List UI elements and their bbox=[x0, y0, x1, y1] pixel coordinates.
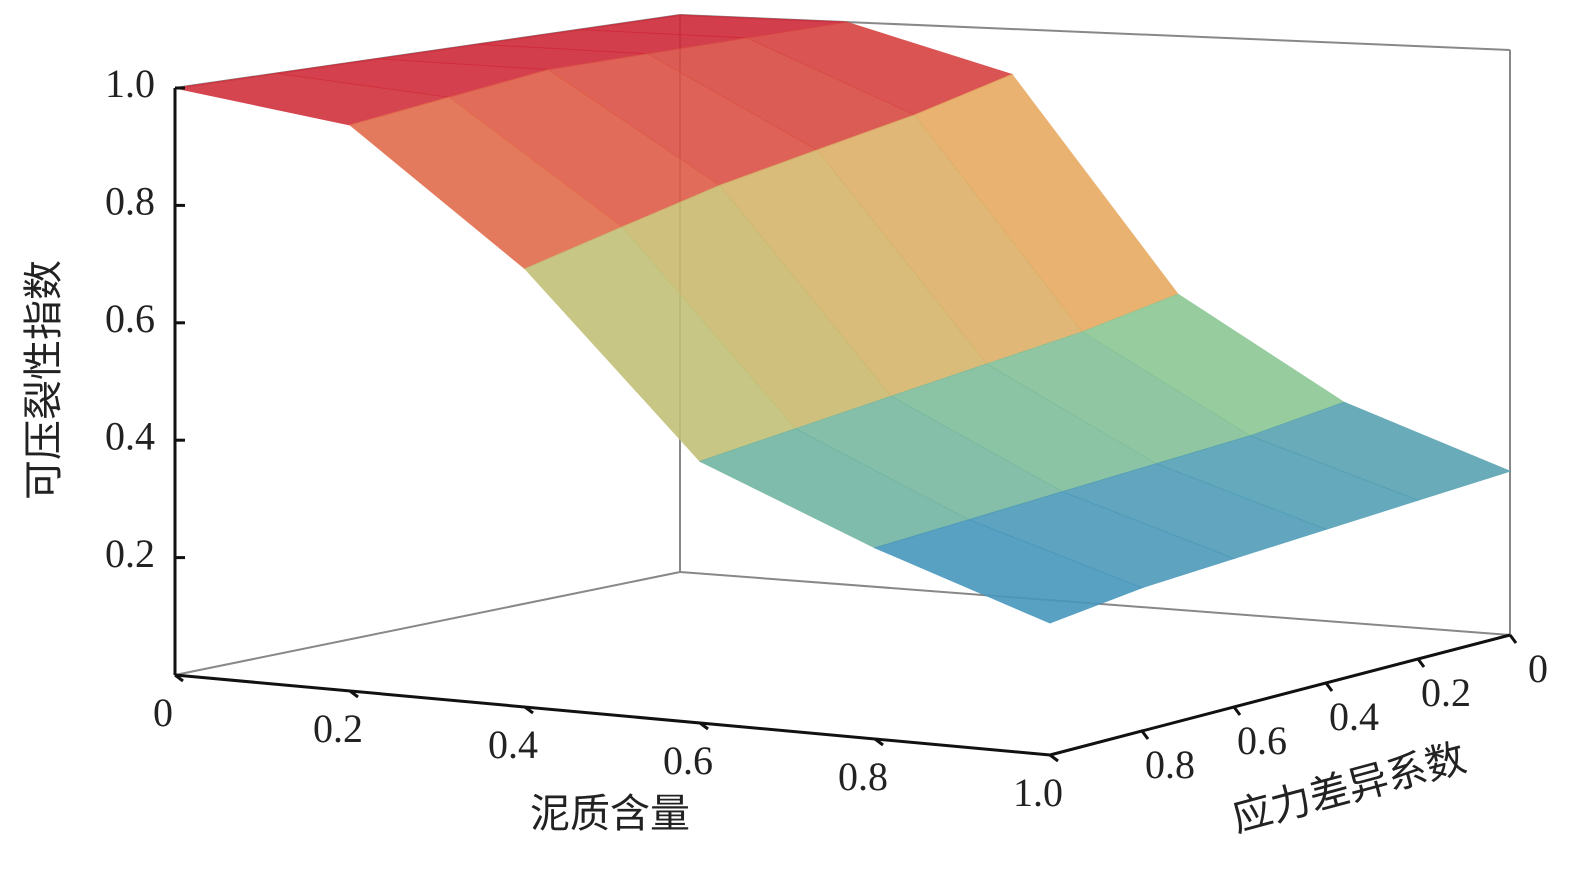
y-tick-label: 0.8 bbox=[1145, 742, 1195, 787]
x-axis bbox=[174, 673, 1051, 757]
y-tick bbox=[1140, 730, 1150, 740]
y-tick-label: 0.6 bbox=[1237, 718, 1287, 763]
z-tick-label: 0.4 bbox=[105, 413, 155, 458]
surface-cell bbox=[873, 519, 1144, 624]
x-tick bbox=[699, 721, 709, 731]
x-tick-label: 0.8 bbox=[838, 754, 888, 799]
y-tick bbox=[1416, 658, 1426, 668]
y-tick bbox=[1232, 706, 1242, 716]
x-tick-label: 0.6 bbox=[663, 738, 713, 783]
z-tick-label: 1.0 bbox=[105, 61, 155, 106]
y-tick bbox=[1508, 634, 1518, 644]
x-tick-label: 1.0 bbox=[1013, 770, 1063, 815]
y-tick-label: 0.4 bbox=[1329, 694, 1379, 739]
x-tick bbox=[349, 689, 359, 699]
y-tick-label: 0.2 bbox=[1421, 670, 1471, 715]
x-tick-label: 0 bbox=[153, 690, 173, 735]
z-tick-label: 0.2 bbox=[105, 531, 155, 576]
x-tick bbox=[174, 673, 184, 683]
y-axis bbox=[1049, 633, 1511, 757]
box-edge bbox=[174, 571, 681, 676]
x-tick bbox=[524, 705, 534, 715]
y-tick-label: 0 bbox=[1528, 646, 1548, 691]
x-tick bbox=[874, 737, 884, 747]
x-axis-title: 泥质含量 bbox=[530, 791, 690, 836]
x-tick bbox=[1049, 753, 1059, 763]
z-axis-title: 可压裂性指数 bbox=[21, 260, 66, 500]
y-tick bbox=[1324, 682, 1334, 692]
x-tick-label: 0.4 bbox=[488, 722, 538, 767]
x-tick-label: 0.2 bbox=[313, 706, 363, 751]
z-tick-label: 0.6 bbox=[105, 296, 155, 341]
z-tick-label: 0.8 bbox=[105, 179, 155, 224]
